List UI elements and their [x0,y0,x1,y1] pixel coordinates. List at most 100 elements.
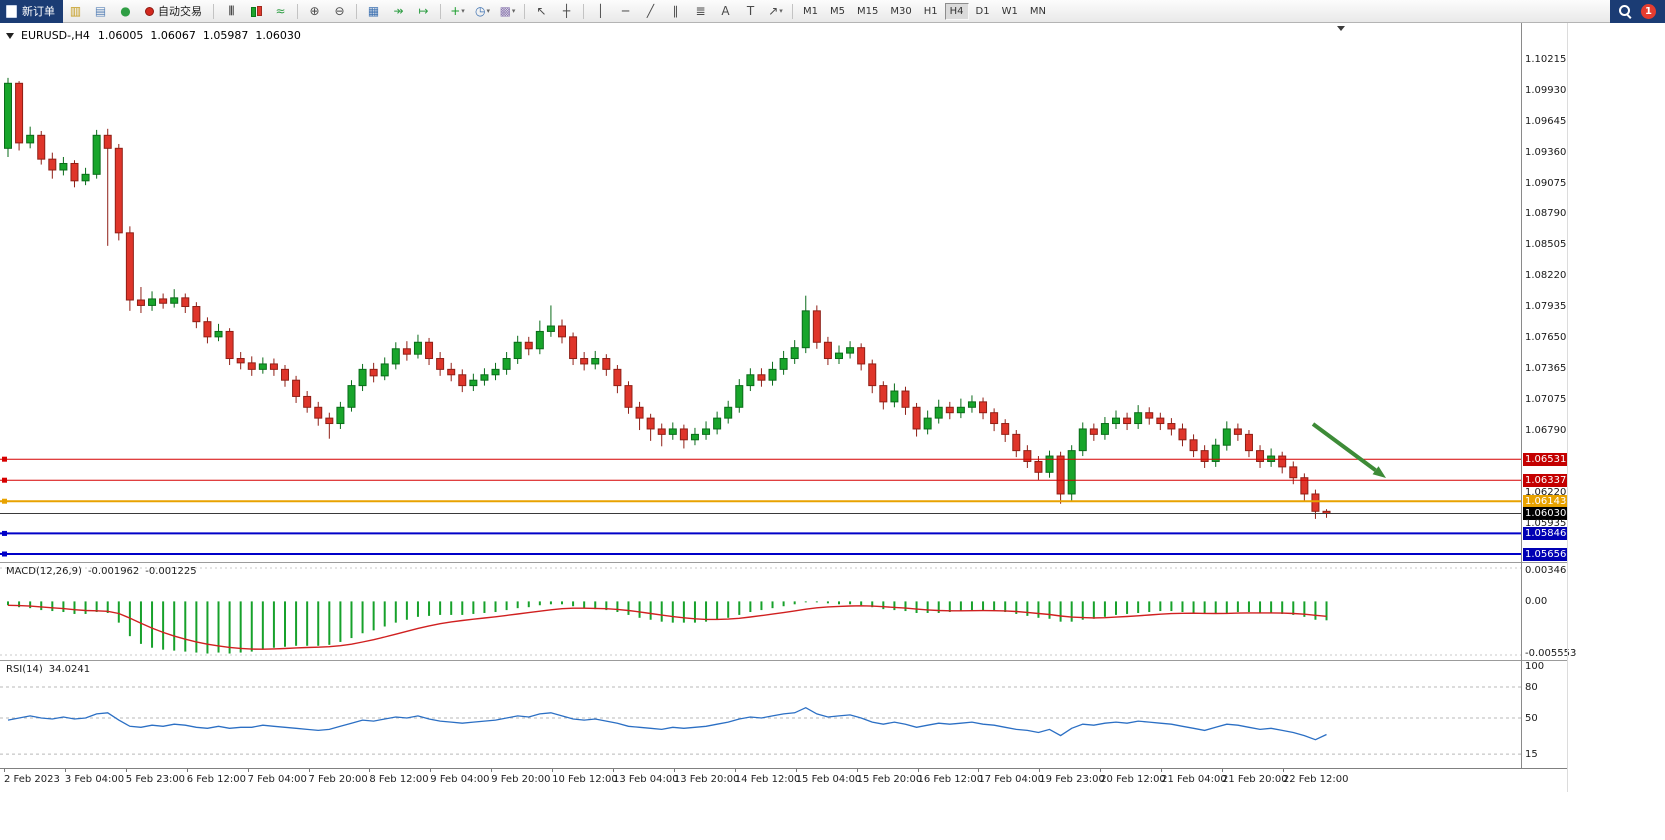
dropdown-caret-icon: ▾ [779,7,783,15]
chart-shift-marker[interactable] [1337,26,1345,31]
rsi-axis-label: 80 [1525,681,1538,693]
crosshair-icon: ┼ [562,4,571,18]
time-axis-label: 21 Feb 04:00 [1161,774,1227,785]
chart-shift-icon[interactable]: ↦ [411,1,436,22]
vertical-line-icon[interactable]: │ [588,1,613,22]
time-axis-label: 9 Feb 04:00 [430,774,490,785]
equidistant-channel-icon: ∥ [672,4,679,18]
toolbar-separator [792,3,793,19]
horizontal-line-object[interactable] [0,477,1521,483]
rsi-pane[interactable] [0,661,1521,768]
auto-scroll-icon: ↠ [393,4,404,18]
rsi-axis-label: 100 [1525,660,1545,672]
zoom-out-icon[interactable]: ⊖ [327,1,352,22]
data-window-icon[interactable]: ▤ [88,1,113,22]
notification-badge[interactable]: 1 [1641,3,1656,19]
candles-group [4,77,1331,519]
templates-icon[interactable]: ▩ ▾ [495,1,520,22]
time-axis-label: 19 Feb 23:00 [1039,774,1105,785]
time-tick [491,769,493,772]
toolbar-separator [583,3,584,19]
timeframe-h1[interactable]: H1 [923,5,938,17]
new-order-button[interactable]: 新订单 [0,0,63,23]
periods-icon: ◷ [475,4,486,18]
time-tick [1282,769,1284,772]
chart-shift-icon: ↦ [418,4,429,18]
price-axis-label: 1.09645 [1525,115,1567,127]
close-value: 1.06030 [255,29,301,42]
timeframe-mn[interactable]: MN [1029,5,1046,17]
trendline-icon[interactable]: ╱ [638,1,663,22]
text-icon[interactable]: A [713,1,738,22]
timeframe-w1[interactable]: W1 [1001,5,1018,17]
one-click-trading-toggle[interactable] [6,32,14,39]
price-axis-label: 1.08505 [1525,239,1567,251]
horizontal-line-object[interactable] [0,456,1521,462]
fibonacci-icon[interactable]: ≣ [688,1,713,22]
zoom-in-icon[interactable]: ⊕ [302,1,327,22]
time-axis-label: 13 Feb 04:00 [613,774,679,785]
macd-pane[interactable] [0,563,1521,660]
candlestick-chart-icon[interactable] [243,1,268,22]
time-axis[interactable]: 2 Feb 2023 3 Feb 04:00 5 Feb 23:00 6 Feb 12… [0,768,1567,793]
timeframe-m15[interactable]: M15 [857,5,879,17]
pane-splitter[interactable] [0,660,1567,661]
price-axis-border [1521,23,1522,768]
text-label-icon[interactable]: T [738,1,763,22]
timeframe-m30[interactable]: M30 [890,5,912,17]
time-axis-label: 20 Feb 12:00 [1100,774,1166,785]
periods-icon[interactable]: ◷ ▾ [470,1,495,22]
bar-chart-icon[interactable]: ||| [218,1,243,22]
search-icon[interactable] [1619,4,1632,18]
pane-splitter[interactable] [0,562,1567,563]
time-tick [552,769,554,772]
price-axis-label: 1.06790 [1525,425,1567,437]
dropdown-caret-icon: ▾ [461,7,465,15]
market-watch-icon[interactable]: ▥ [63,1,88,22]
timeframe-m5[interactable]: M5 [830,5,845,17]
cursor-icon: ↖ [536,4,547,18]
time-tick [673,769,675,772]
time-tick [613,769,614,772]
time-tick [4,769,5,772]
macd-signal-value: -0.001225 [145,566,197,577]
time-axis-label: 21 Feb 20:00 [1222,774,1288,785]
timeframe-m1[interactable]: M1 [803,5,818,17]
auto-trading-label: 自动交易 [158,5,202,18]
crosshair-icon[interactable]: ┼ [554,1,579,22]
auto-scroll-icon[interactable]: ↠ [386,1,411,22]
horizontal-line-object[interactable] [0,530,1521,536]
navigator-icon[interactable]: ● [113,1,138,22]
rsi-axis-label: 50 [1525,712,1538,724]
line-chart-icon[interactable]: ≈ [268,1,293,22]
price-tag: 1.05846 [1523,526,1567,540]
toolbar-icon-group-main: ||| ≈ ⊕ ⊖ ▦ ↠ ↦ + ▾ ◷ ▾ ▩ ▾ ↖ ┼ │ ─ ╱ ∥ ≣ A T ↗ ▾ [209,0,797,23]
indicators-icon[interactable]: + ▾ [445,1,470,22]
toolbar: 新订单 ▥ ▤ ● 自动交易 ||| ≈ ⊕ ⊖ ▦ ↠ ↦ + ▾ ◷ ▾ ▩ ▾ ↖ ┼ │ ─ ╱ ∥ ≣ A T ↗ ▾ … [0,0,1665,23]
price-tag: 1.06337 [1523,473,1567,487]
time-axis-label: 14 Feb 12:00 [734,774,801,785]
tile-windows-icon[interactable]: ▦ [361,1,386,22]
arrow-annotation[interactable] [1311,422,1386,478]
macd-histogram [7,601,1328,654]
new-order-label: 新订单 [22,5,55,18]
horizontal-line-object[interactable] [0,498,1521,504]
cursor-icon[interactable]: ↖ [529,1,554,22]
open-value: 1.06005 [97,29,144,42]
timeframe-h4[interactable]: H4 [944,2,969,20]
price-axis-label: 1.07075 [1525,394,1567,406]
price-axis[interactable]: 1.06531 1.06337 1.06143 1.06030 1.05846 1.056… [1523,23,1576,768]
horizontal-line-object[interactable] [0,551,1521,557]
time-tick [1222,769,1223,772]
horizontal-line-icon[interactable]: ─ [613,1,638,22]
text-label-icon: T [746,4,755,18]
equidistant-channel-icon[interactable]: ∥ [663,1,688,22]
candles-layer [0,77,1521,557]
main-chart-pane[interactable] [0,23,1521,562]
symbol-period-label: EURUSD-,H4 [21,29,90,42]
shapes-icon[interactable]: ↗ ▾ [763,1,788,22]
timeframe-d1[interactable]: D1 [975,5,990,17]
auto-trading-button[interactable]: 自动交易 [138,1,209,21]
time-axis-label: 7 Feb 20:00 [308,774,368,785]
